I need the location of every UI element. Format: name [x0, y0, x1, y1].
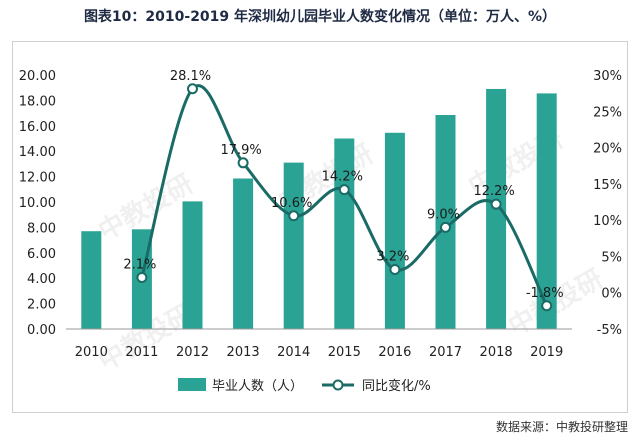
- legend-line-label: 同比变化/%: [362, 378, 431, 394]
- left-tick-label: 0.00: [27, 323, 56, 338]
- data-label: 14.2%: [322, 170, 363, 185]
- line-marker: [237, 157, 249, 169]
- x-axis-ticks: 2010 2011 2012 2013 2014 2015 2016 2017 2018 2019: [75, 345, 563, 360]
- left-tick-label: 2.00: [27, 298, 56, 313]
- x-tick-label: 2013: [227, 345, 260, 360]
- line-marker: [136, 271, 148, 283]
- bar: [384, 132, 405, 329]
- data-label: 10.6%: [271, 196, 312, 211]
- x-tick-label: 2016: [378, 345, 411, 360]
- x-tick-label: 2010: [75, 345, 108, 360]
- right-tick-label: 25%: [593, 105, 622, 120]
- x-tick-label: 2015: [328, 345, 361, 360]
- source-note: 数据来源：中教投研整理: [495, 420, 628, 434]
- bar: [536, 93, 557, 329]
- bar: [233, 178, 254, 329]
- line-marker: [440, 221, 451, 233]
- bar: [81, 231, 102, 329]
- x-tick-label: 2018: [480, 345, 513, 360]
- bar: [283, 162, 304, 329]
- right-tick-label: -5%: [597, 323, 622, 338]
- line-series: 2.1% 28.1% 17.9% 10.6% 14.2% 3.2% 9.0% 12.2% -1.…: [123, 69, 564, 312]
- line-marker: [338, 184, 350, 196]
- data-label: 12.2%: [473, 184, 514, 199]
- line-marker: [389, 263, 401, 275]
- bar: [334, 138, 355, 329]
- x-tick-label: 2011: [125, 345, 158, 360]
- left-tick-label: 20.00: [19, 69, 56, 84]
- line-marker: [288, 210, 300, 222]
- right-tick-label: 15%: [593, 178, 622, 193]
- left-tick-label: 8.00: [27, 221, 56, 236]
- left-tick-label: 12.00: [19, 171, 56, 186]
- left-tick-label: 4.00: [27, 272, 56, 287]
- left-tick-label: 16.00: [19, 120, 56, 135]
- legend-bar-label: 毕业人数（人）: [212, 379, 303, 394]
- legend-line-marker: [332, 379, 344, 391]
- line-marker: [490, 198, 502, 210]
- chart-frame: [12, 41, 628, 413]
- legend-bar-swatch: [178, 378, 206, 391]
- left-tick-label: 6.00: [27, 247, 56, 262]
- line-marker: [541, 300, 553, 312]
- left-axis-ticks: 0.00 2.00 4.00 6.00 8.00 10.00 12.00 14.00 16.00…: [19, 69, 56, 338]
- x-tick-label: 2012: [176, 345, 209, 360]
- right-tick-label: 0%: [601, 287, 622, 302]
- data-label: 9.0%: [427, 207, 460, 222]
- data-label: 2.1%: [123, 257, 156, 272]
- chart-title: 图表10：2010-2019 年深圳幼儿园毕业人数变化情况（单位：万人、%）: [83, 9, 557, 25]
- left-tick-label: 14.00: [19, 145, 56, 160]
- right-tick-label: 20%: [593, 142, 622, 157]
- x-tick-label: 2019: [530, 345, 563, 360]
- data-label: 3.2%: [376, 249, 409, 264]
- data-label: 17.9%: [220, 143, 261, 158]
- right-axis-ticks: -5% 0% 5% 10% 15% 20% 25% 30%: [593, 69, 622, 338]
- x-tick-label: 2014: [277, 345, 310, 360]
- right-tick-label: 5%: [601, 250, 622, 265]
- legend: 毕业人数（人） 同比变化/%: [178, 378, 431, 394]
- data-label: 28.1%: [170, 69, 211, 84]
- right-tick-label: 30%: [593, 69, 622, 84]
- left-tick-label: 10.00: [19, 196, 56, 211]
- right-tick-label: 10%: [593, 214, 622, 229]
- data-label: -1.8%: [526, 286, 564, 301]
- left-tick-label: 18.00: [19, 94, 56, 109]
- bar: [182, 201, 203, 329]
- line-marker: [187, 83, 198, 95]
- x-tick-label: 2017: [429, 345, 462, 360]
